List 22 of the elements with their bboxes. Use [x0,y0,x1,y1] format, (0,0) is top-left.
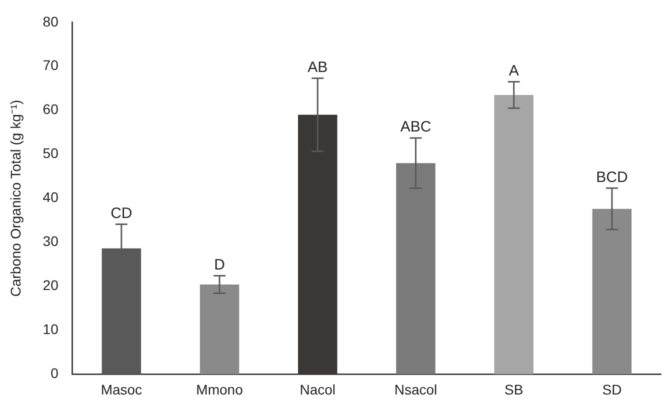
x-tick-label: Mmono [196,381,244,398]
annotation: BCD [596,168,628,186]
y-tick-label: 0 [50,365,59,382]
y-axis-title: Carbono Organico Total (g kg⁻¹) [7,100,24,297]
y-tick-label: 30 [42,233,59,250]
y-tick-label: 80 [42,13,59,30]
y-tick-label: 40 [42,189,59,206]
y-tick-label: 60 [42,101,59,118]
annotation: A [508,62,519,80]
annotation: D [214,256,226,274]
x-tick-label: SD [602,381,622,398]
annotation: AB [308,58,328,76]
y-tick-label: 10 [42,321,59,338]
y-tick-label: 70 [42,57,59,74]
y-tick-label: 20 [42,277,59,294]
annotation: CD [110,204,132,222]
x-tick-label: Nsacol [394,381,438,398]
annotation: ABC [400,118,432,136]
y-tick-label: 50 [42,145,59,162]
x-tick-label: Nacol [300,381,336,398]
x-tick-label: Masoc [100,381,142,398]
x-tick-label: SB [504,381,524,398]
